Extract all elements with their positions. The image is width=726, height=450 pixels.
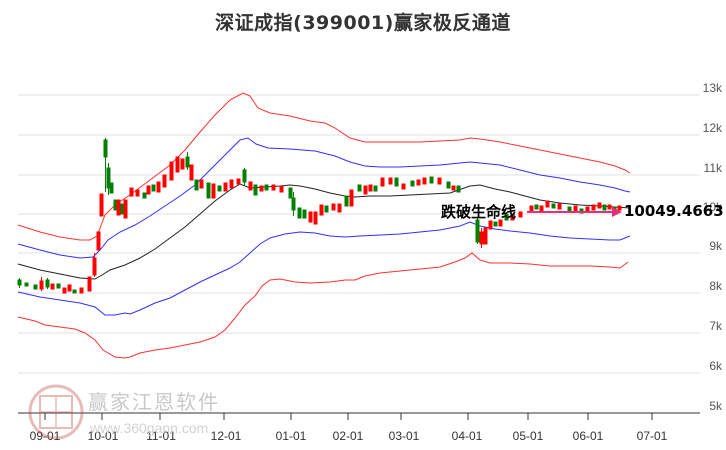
life-line — [17, 183, 631, 280]
svg-text:10-01: 10-01 — [88, 429, 119, 443]
chart-title: 深证成指(399001)赢家极反通道 — [215, 12, 511, 34]
svg-text:10k: 10k — [703, 200, 723, 214]
inner-lower-band — [17, 221, 631, 316]
svg-text:12-01: 12-01 — [211, 429, 242, 443]
watermark-brand-name: 赢家江恩软件 — [88, 390, 220, 414]
watermark-url: www.360gann.com — [90, 420, 209, 436]
svg-text:03-01: 03-01 — [389, 429, 420, 443]
gridlines — [18, 94, 700, 374]
svg-text:11-01: 11-01 — [146, 429, 176, 443]
breakdown-arrow — [527, 207, 622, 217]
outer-upper-band — [17, 92, 631, 241]
inner-upper-band — [17, 137, 631, 259]
life-line-breakdown-label: 跌破生命线 — [441, 203, 517, 221]
svg-text:07-01: 07-01 — [637, 429, 668, 443]
svg-text:06-01: 06-01 — [573, 429, 604, 443]
watermark-seal-icon — [28, 384, 84, 440]
svg-text:13k: 13k — [703, 81, 723, 95]
svg-text:6k: 6k — [709, 359, 723, 373]
svg-text:5k: 5k — [709, 399, 723, 413]
svg-text:09-01: 09-01 — [30, 429, 61, 443]
svg-text:7k: 7k — [709, 319, 723, 333]
svg-text:05-01: 05-01 — [513, 429, 544, 443]
last-value-label: 10049.4663 — [624, 202, 724, 220]
x-ticks — [44, 413, 653, 420]
svg-text:12k: 12k — [703, 121, 723, 135]
y-tick-labels: 13k 12k 11k 10k 9k 8k 7k 6k 5k — [703, 81, 723, 413]
svg-text:9k: 9k — [709, 239, 723, 253]
svg-text:11k: 11k — [704, 161, 723, 175]
x-tick-labels: 09-01 10-01 11-01 12-01 01-01 02-01 03-0… — [30, 429, 668, 443]
svg-text:04-01: 04-01 — [452, 429, 483, 443]
svg-text:01-01: 01-01 — [276, 429, 307, 443]
svg-text:02-01: 02-01 — [333, 429, 364, 443]
candlesticks — [17, 138, 622, 294]
outer-lower-band — [17, 252, 629, 359]
svg-text:8k: 8k — [709, 279, 723, 293]
